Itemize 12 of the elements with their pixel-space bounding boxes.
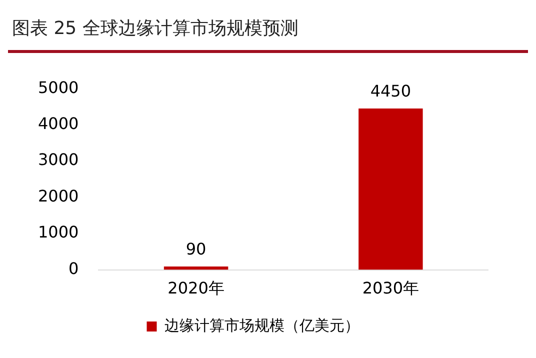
data-label: 4450 xyxy=(370,82,412,101)
chart-title: 图表 25 全球边缘计算市场规模预测 xyxy=(11,17,300,41)
y-tick-label: 5000 xyxy=(38,78,79,97)
y-tick-label: 4000 xyxy=(38,114,79,133)
data-label: 90 xyxy=(186,240,206,259)
x-tick-label: 2020年 xyxy=(168,278,224,298)
legend-label: 边缘计算市场规模（亿美元） xyxy=(164,316,360,334)
y-tick-label: 2000 xyxy=(38,186,79,206)
y-tick-label: 3000 xyxy=(38,150,79,170)
y-tick-label: 0 xyxy=(68,258,79,278)
y-tick-label: 1000 xyxy=(38,222,79,242)
x-tick-label: 2030年 xyxy=(362,278,420,298)
